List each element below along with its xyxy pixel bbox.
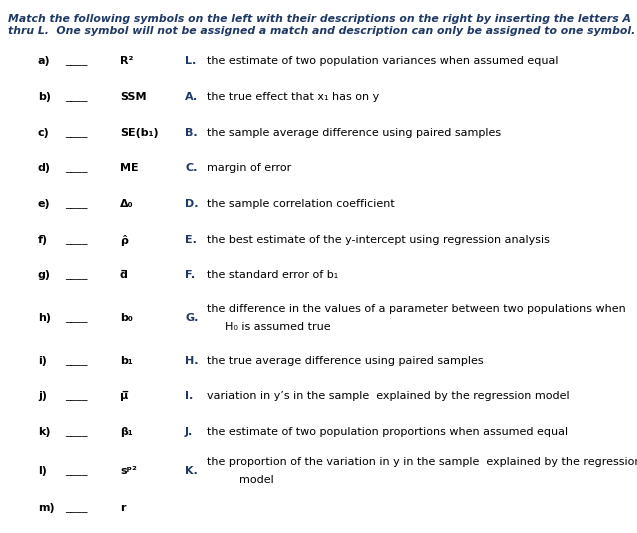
Text: ____: ____ — [65, 313, 87, 323]
Text: E.: E. — [185, 235, 197, 245]
Text: a): a) — [38, 56, 50, 66]
Text: ____: ____ — [65, 427, 87, 437]
Text: Match the following symbols on the left with their descriptions on the right by : Match the following symbols on the left … — [8, 14, 631, 24]
Text: J.: J. — [185, 427, 193, 437]
Text: l): l) — [38, 466, 47, 476]
Text: the estimate of two population proportions when assumed equal: the estimate of two population proportio… — [207, 427, 568, 437]
Text: j): j) — [38, 391, 47, 401]
Text: d): d) — [38, 163, 51, 173]
Text: b): b) — [38, 92, 51, 102]
Text: H₀ is assumed true: H₀ is assumed true — [225, 322, 331, 332]
Text: R²: R² — [120, 56, 133, 66]
Text: f): f) — [38, 235, 48, 245]
Text: L.: L. — [185, 56, 196, 66]
Text: the proportion of the variation in y in the sample  explained by the regression: the proportion of the variation in y in … — [207, 457, 637, 467]
Text: ____: ____ — [65, 163, 87, 173]
Text: the estimate of two population variances when assumed equal: the estimate of two population variances… — [207, 56, 559, 66]
Text: μ̅: μ̅ — [120, 391, 128, 401]
Text: the sample correlation coefficient: the sample correlation coefficient — [207, 199, 395, 209]
Text: D.: D. — [185, 199, 199, 209]
Text: ____: ____ — [65, 128, 87, 138]
Text: c): c) — [38, 128, 50, 138]
Text: I.: I. — [185, 391, 193, 401]
Text: SSM: SSM — [120, 92, 147, 102]
Text: K.: K. — [185, 466, 197, 476]
Text: ____: ____ — [65, 270, 87, 280]
Text: thru L.  One symbol will not be assigned a match and description can only be ass: thru L. One symbol will not be assigned … — [8, 26, 635, 36]
Text: SE(b₁): SE(b₁) — [120, 128, 159, 138]
Text: e): e) — [38, 199, 50, 209]
Text: ME: ME — [120, 163, 139, 173]
Text: m): m) — [38, 503, 55, 513]
Text: b₀: b₀ — [120, 313, 133, 323]
Text: C.: C. — [185, 163, 197, 173]
Text: G.: G. — [185, 313, 198, 323]
Text: the difference in the values of a parameter between two populations when: the difference in the values of a parame… — [207, 304, 626, 314]
Text: H.: H. — [185, 356, 199, 366]
Text: the true average difference using paired samples: the true average difference using paired… — [207, 356, 483, 366]
Text: variation in y’s in the sample  explained by the regression model: variation in y’s in the sample explained… — [207, 391, 569, 401]
Text: ____: ____ — [65, 391, 87, 401]
Text: margin of error: margin of error — [207, 163, 291, 173]
Text: ____: ____ — [65, 356, 87, 366]
Text: g): g) — [38, 270, 51, 280]
Text: ρ̂: ρ̂ — [120, 235, 128, 246]
Text: model: model — [225, 475, 274, 485]
Text: ____: ____ — [65, 235, 87, 245]
Text: k): k) — [38, 427, 50, 437]
Text: A.: A. — [185, 92, 198, 102]
Text: F.: F. — [185, 270, 195, 280]
Text: B.: B. — [185, 128, 197, 138]
Text: Δ₀: Δ₀ — [120, 199, 134, 209]
Text: ____: ____ — [65, 503, 87, 513]
Text: ____: ____ — [65, 56, 87, 66]
Text: the standard error of b₁: the standard error of b₁ — [207, 270, 338, 280]
Text: the sample average difference using paired samples: the sample average difference using pair… — [207, 128, 501, 138]
Text: ____: ____ — [65, 199, 87, 209]
Text: sᵖ²: sᵖ² — [120, 466, 137, 476]
Text: the true effect that x₁ has on y: the true effect that x₁ has on y — [207, 92, 379, 102]
Text: β₁: β₁ — [120, 427, 132, 437]
Text: h): h) — [38, 313, 51, 323]
Text: ____: ____ — [65, 92, 87, 102]
Text: r: r — [120, 503, 125, 513]
Text: d̅: d̅ — [120, 270, 128, 280]
Text: ____: ____ — [65, 466, 87, 476]
Text: the best estimate of the y-intercept using regression analysis: the best estimate of the y-intercept usi… — [207, 235, 550, 245]
Text: b₁: b₁ — [120, 356, 132, 366]
Text: i): i) — [38, 356, 47, 366]
